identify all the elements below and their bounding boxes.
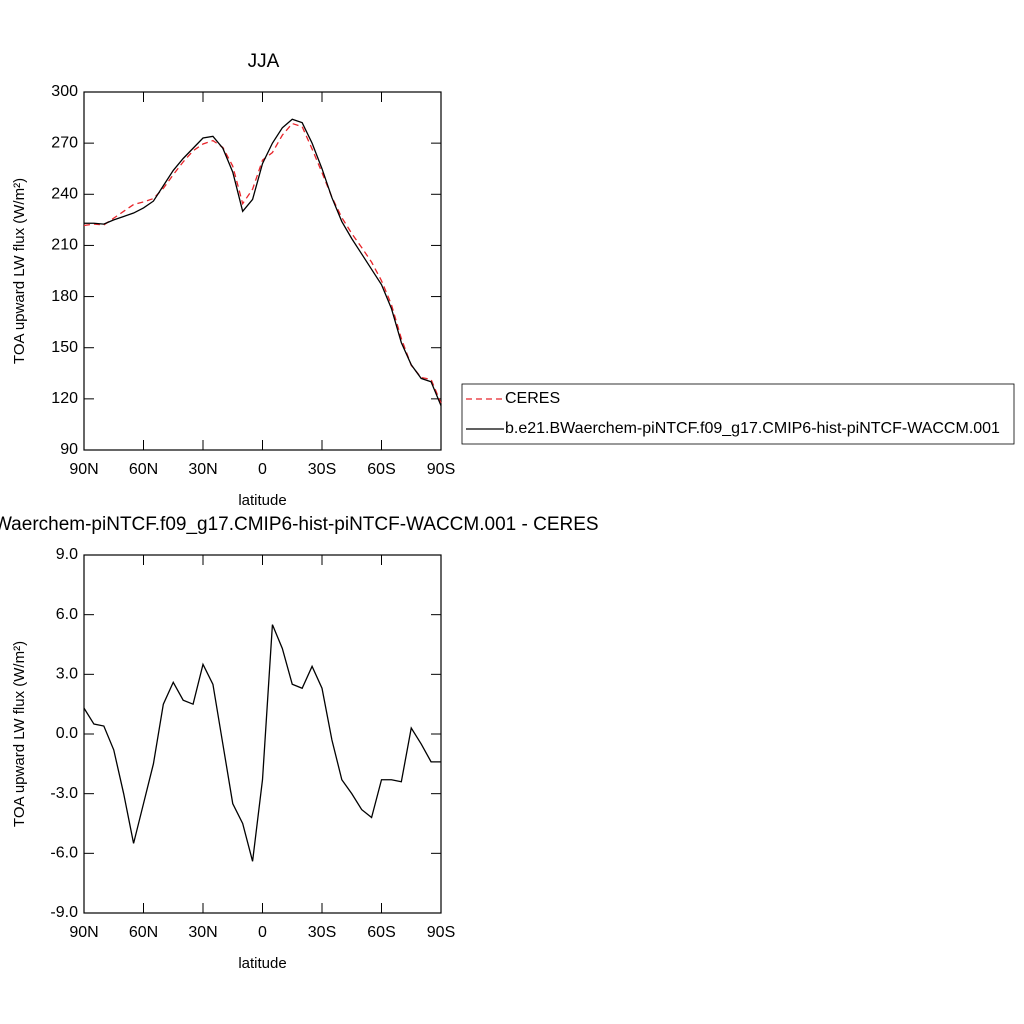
y-axis-label: TOA upward LW flux (W/m²) — [11, 641, 28, 827]
legend-box — [461, 383, 1015, 445]
y-tick-label: 0.0 — [56, 725, 78, 742]
y-tick-label: 180 — [51, 288, 78, 305]
x-tick-label: 30S — [308, 924, 336, 941]
chart-title: b.e21.BWaerchem-piNTCF.f09_g17.CMIP6-his… — [0, 514, 599, 535]
y-tick-label: -3.0 — [50, 785, 78, 802]
x-tick-label: 60S — [367, 461, 395, 478]
y-tick-label: 90 — [60, 441, 78, 458]
y-tick-label: 210 — [51, 237, 78, 254]
y-tick-label: 120 — [51, 390, 78, 407]
x-tick-label: 60N — [129, 924, 158, 941]
x-axis-label: latitude — [238, 955, 286, 972]
plot-frame — [83, 91, 442, 451]
chart-title: JJA — [248, 51, 280, 72]
x-tick-label: 90N — [69, 461, 98, 478]
plot-frame — [83, 554, 442, 914]
x-tick-label: 0 — [258, 461, 267, 478]
legend-label: CERES — [505, 390, 560, 407]
y-tick-label: 240 — [51, 186, 78, 203]
y-axis-label: TOA upward LW flux (W/m²) — [11, 178, 28, 364]
y-tick-label: 6.0 — [56, 606, 78, 623]
data-line — [83, 624, 441, 862]
legend-label: b.e21.BWaerchem-piNTCF.f09_g17.CMIP6-his… — [505, 420, 1000, 437]
data-line — [83, 122, 442, 404]
y-tick-label: 3.0 — [56, 666, 78, 683]
data-line — [84, 118, 442, 406]
x-tick-label: 30N — [188, 924, 217, 941]
x-tick-label: 30N — [188, 461, 217, 478]
x-tick-label: 90S — [427, 924, 455, 941]
y-tick-label: 9.0 — [56, 546, 78, 563]
y-tick-label: -6.0 — [50, 845, 78, 862]
x-tick-label: 60S — [367, 924, 395, 941]
y-tick-label: 300 — [51, 83, 78, 100]
y-tick-label: -9.0 — [50, 904, 78, 921]
x-tick-label: 0 — [258, 924, 267, 941]
y-tick-label: 270 — [51, 134, 78, 151]
x-tick-label: 90S — [427, 461, 455, 478]
x-tick-label: 60N — [129, 461, 158, 478]
x-tick-label: 30S — [308, 461, 336, 478]
x-tick-label: 90N — [69, 924, 98, 941]
x-axis-label: latitude — [238, 492, 286, 509]
y-tick-label: 150 — [51, 339, 78, 356]
